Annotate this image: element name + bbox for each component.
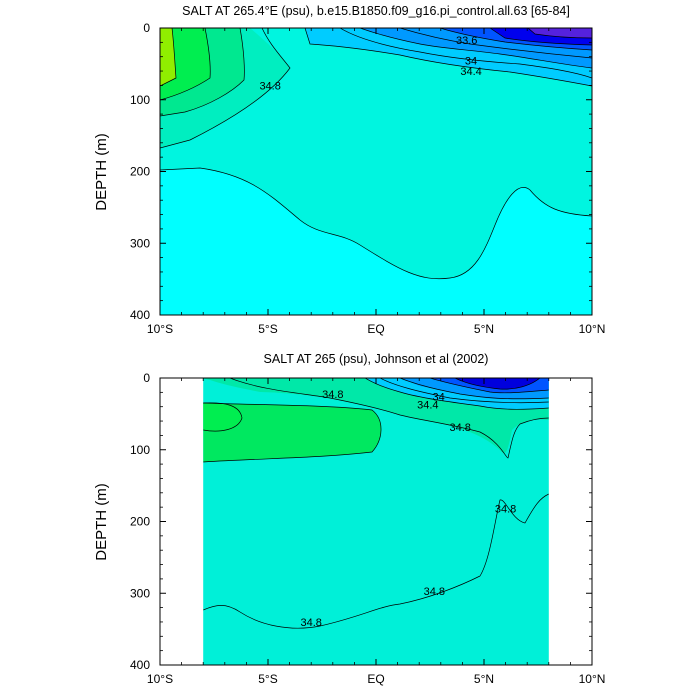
contour-label: 34 — [465, 55, 477, 67]
contour-line — [489, 28, 592, 46]
contour-label: 34.8 — [450, 422, 471, 434]
x-tick-label: 10°S — [147, 322, 173, 336]
x-tick-label: 10°N — [579, 322, 606, 336]
chart-title-top: SALT AT 265.4°E (psu), b.e15.B1850.f09_g… — [182, 4, 570, 18]
fill-fresh5-top — [528, 28, 592, 38]
contour-line — [359, 28, 592, 69]
contour-line — [229, 378, 549, 459]
contour-label: 34.8 — [300, 617, 321, 629]
axis-ticks-top: 10°S 5°S EQ 5°N 10°N 0 100 200 300 400 — [130, 21, 605, 336]
contour-label: 34.8 — [424, 586, 445, 598]
y-tick-label: 0 — [143, 371, 150, 385]
contour-label: 34 — [433, 392, 445, 404]
fill-green2-bottom — [203, 402, 242, 432]
contour-fill-bottom — [203, 378, 549, 665]
x-tick-label: EQ — [367, 672, 384, 686]
contour-line — [203, 402, 382, 463]
contour-label: 33.6 — [456, 35, 477, 47]
y-tick-label: 400 — [130, 658, 150, 672]
contour-line — [399, 378, 549, 400]
fill-fresh4-bottom — [455, 378, 540, 390]
panel-top: SALT AT 265.4°E (psu), b.e15.B1850.f09_g… — [93, 4, 605, 336]
contour-line — [160, 28, 245, 117]
contour-line — [439, 28, 592, 51]
contour-line — [160, 167, 592, 280]
y-tick-label: 300 — [130, 236, 150, 250]
contour-line — [364, 378, 549, 410]
y-tick-label: 400 — [130, 308, 150, 322]
contour-fill-top — [160, 28, 592, 315]
fill-lime-top — [160, 28, 176, 86]
x-tick-label: EQ — [367, 322, 384, 336]
contour-line — [399, 28, 592, 59]
contour-line — [454, 378, 541, 390]
y-axis-label-bottom: DEPTH (m) — [93, 483, 110, 561]
chart-title-bottom: SALT AT 265 (psu), Johnson et al (2002) — [264, 352, 489, 366]
contour-lines-bottom — [203, 378, 549, 629]
y-axis-label-top: DEPTH (m) — [93, 133, 110, 211]
contour-line — [339, 28, 592, 79]
contour-line — [429, 378, 549, 394]
contour-line — [203, 402, 243, 432]
contour-line — [527, 28, 592, 39]
contour-line — [203, 493, 549, 629]
y-tick-label: 300 — [130, 586, 150, 600]
contour-label: 34.8 — [495, 504, 516, 516]
contour-lines-top — [160, 28, 592, 280]
x-tick-label: 10°S — [147, 672, 173, 686]
contour-line — [160, 28, 177, 87]
fill-green-bottom — [203, 403, 382, 462]
y-tick-label: 200 — [130, 165, 150, 179]
contour-label: 34.4 — [417, 400, 438, 412]
contour-label: 34.4 — [460, 66, 481, 78]
contour-line — [160, 28, 291, 149]
x-tick-label: 5°S — [258, 672, 277, 686]
y-tick-label: 100 — [130, 443, 150, 457]
contour-line — [304, 28, 592, 87]
y-tick-label: 200 — [130, 515, 150, 529]
panel-bottom: SALT AT 265 (psu), Johnson et al (2002) — [93, 352, 605, 686]
x-tick-label: 5°S — [258, 322, 277, 336]
x-tick-label: 5°N — [474, 672, 494, 686]
y-tick-label: 0 — [143, 21, 150, 35]
x-tick-label: 5°N — [474, 322, 494, 336]
contour-line — [379, 378, 549, 404]
contour-label: 34.8 — [322, 389, 343, 401]
contour-label: 34.8 — [259, 80, 280, 92]
contour-line — [160, 28, 211, 101]
axis-ticks-bottom: 10°S 5°S EQ 5°N 10°N 0 100 200 300 400 — [130, 371, 605, 686]
x-tick-label: 10°N — [579, 672, 606, 686]
y-tick-label: 100 — [130, 93, 150, 107]
